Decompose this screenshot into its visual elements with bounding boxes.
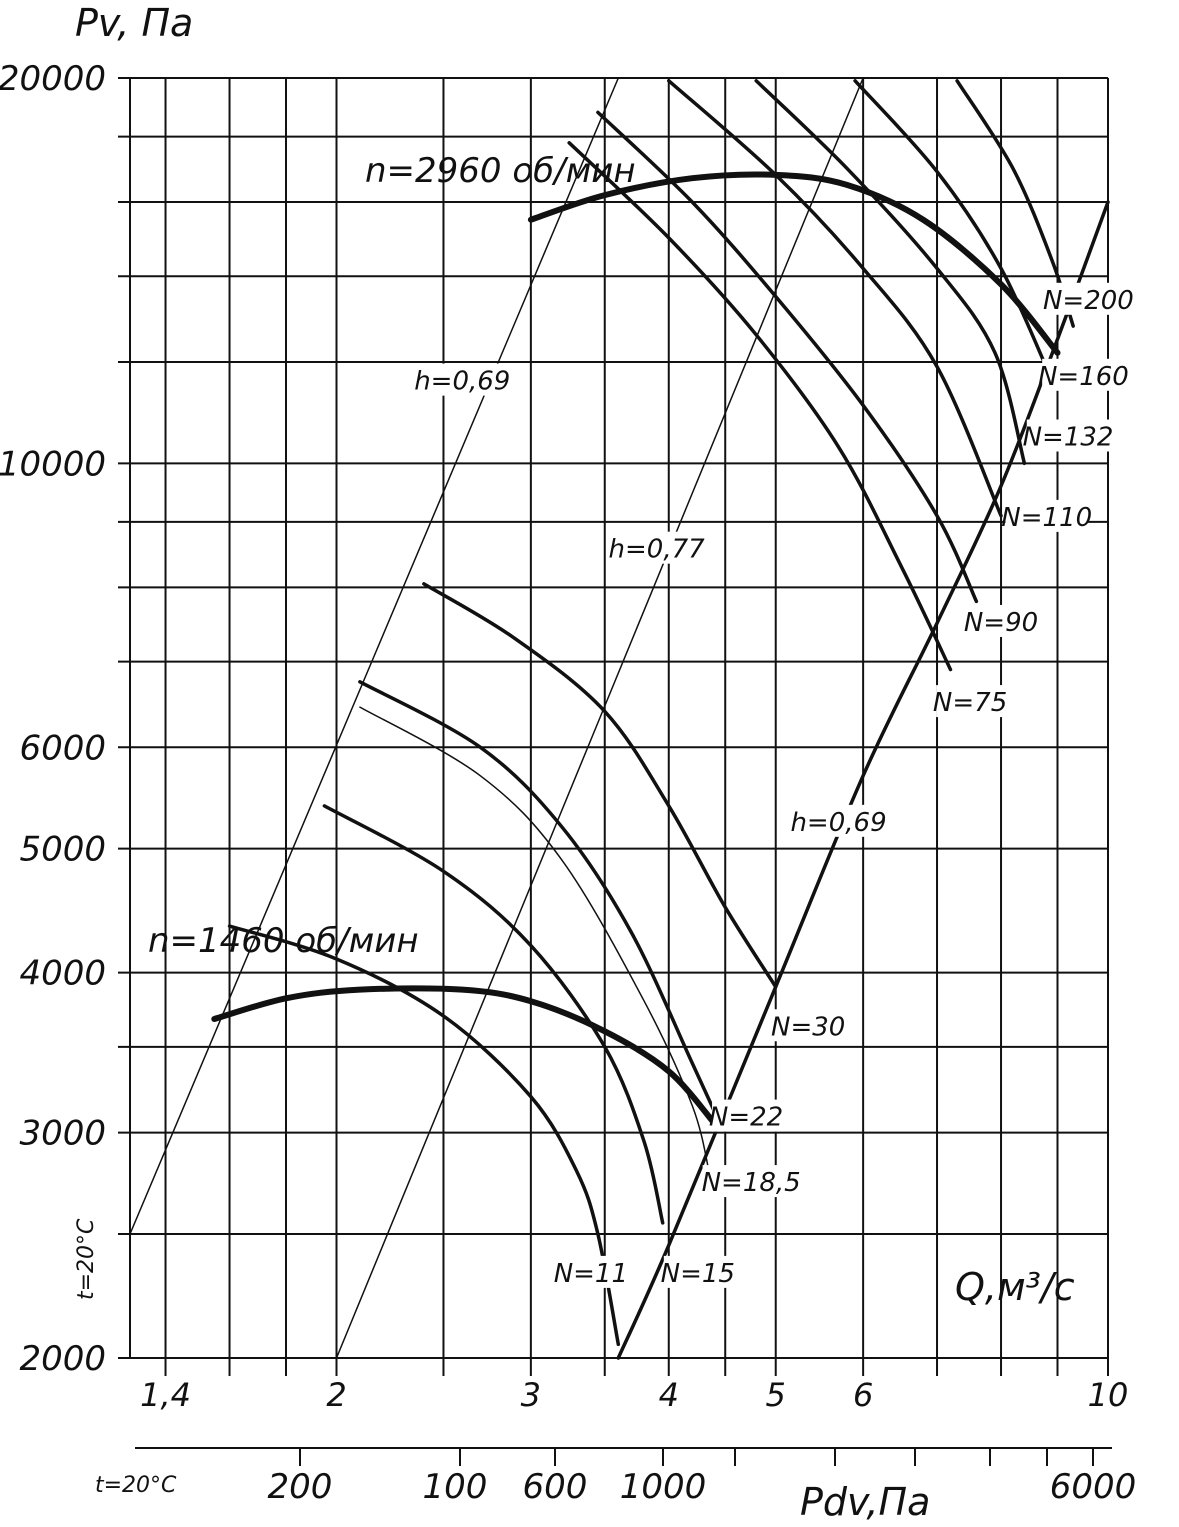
x-tick-label: 10	[1088, 1376, 1129, 1414]
pdv-tick-label: 6000	[1050, 1467, 1137, 1507]
speed-label-1460: n=1460 об/мин	[148, 921, 419, 961]
curve-label: N=15	[661, 1259, 735, 1289]
curve-label: N=18,5	[702, 1168, 801, 1198]
curve-label-bg	[663, 1255, 732, 1288]
curve-n-30-6	[422, 582, 778, 989]
y-tick-label: 3000	[19, 1114, 106, 1154]
curve-label: N=200	[1043, 286, 1134, 316]
curve-label: N=75	[933, 688, 1007, 718]
y-tick-label: 5000	[19, 830, 106, 870]
curve-label: N=132	[1023, 423, 1114, 453]
curve-label: h=0,69	[790, 808, 886, 838]
pdv-tick-label: 1000	[620, 1467, 707, 1507]
curve-label-bg	[1042, 358, 1125, 391]
curve-h-0-77-15	[335, 77, 864, 1359]
curve-n-15-3	[322, 804, 665, 1225]
pdv-tick-label: 100	[423, 1467, 488, 1507]
temperature-note-vertical: t=20°C	[74, 1218, 99, 1300]
y-axis-title: Pv, Па	[75, 1, 193, 45]
curve-label-bg	[967, 604, 1036, 637]
x-axis-title: Q,м³/с	[955, 1265, 1075, 1309]
x-tick-label: 2	[326, 1376, 346, 1414]
curve-label-bg	[1005, 499, 1088, 532]
temperature-note-bottom: t=20°C	[95, 1473, 177, 1498]
curve-label-bg	[936, 685, 1005, 718]
x-tick-label: 4	[659, 1376, 679, 1414]
x-tick-label: 3	[521, 1376, 541, 1414]
curve-label: N=160	[1038, 362, 1129, 392]
curve-h-0-69-14	[129, 77, 620, 1235]
curve-n-90-8	[596, 110, 979, 604]
curve-n-75-7	[567, 141, 953, 672]
labels: n=1460 об/мин n=2960 об/мин N=11 N=15 N=18,5…	[148, 151, 1134, 1289]
x-tick-label: 1,4	[140, 1376, 191, 1414]
curve-label-bg	[712, 1099, 781, 1132]
curve-n-160-11	[853, 79, 1054, 383]
y-tick-label: 20000	[0, 59, 106, 99]
y-tick-label: 2000	[19, 1339, 106, 1379]
curve-label-bg	[413, 363, 511, 396]
curve-n-18-5-4	[359, 706, 710, 1172]
x-tick-label: 5	[766, 1376, 786, 1414]
curve-label: N=90	[964, 608, 1038, 638]
curve-n-22-5	[358, 680, 722, 1126]
curve-label: N=110	[1001, 503, 1092, 533]
y-tick-label: 10000	[0, 444, 106, 484]
curve-n-11-2	[227, 924, 621, 1347]
curve-label-bg	[608, 531, 706, 564]
curve-label: N=30	[771, 1012, 845, 1042]
grid: 1,4 2 3 4 5 6 10 2000 3000 4000 5000 6000 10000 20000…	[0, 59, 1136, 1507]
curve-label-bg	[1047, 282, 1130, 315]
curve-label: h=0,77	[609, 535, 706, 565]
curve-n-1460-0	[211, 985, 718, 1127]
curve-label-bg	[702, 1165, 800, 1198]
x-tick-label: 6	[853, 1376, 873, 1414]
curve-label-bg	[774, 1009, 843, 1042]
curve-label: N=11	[554, 1259, 628, 1289]
speed-label-2960: n=2960 об/мин	[365, 151, 636, 191]
pdv-tick-label: 600	[523, 1467, 588, 1507]
curve-label-bg	[556, 1255, 625, 1288]
y-tick-label: 6000	[19, 728, 106, 768]
y-tick-label: 4000	[19, 954, 106, 994]
curve-label: N=22	[709, 1103, 783, 1133]
curve-n-110-9	[667, 79, 1003, 518]
curve-label-bg	[1026, 419, 1110, 452]
curve-label: h=0,69	[414, 367, 510, 397]
x2-axis-title: Pdv,Па	[800, 1480, 930, 1524]
curve-n-132-10	[754, 79, 1027, 466]
pdv-tick-label: 200	[268, 1467, 333, 1507]
curve-label-bg	[790, 804, 888, 837]
